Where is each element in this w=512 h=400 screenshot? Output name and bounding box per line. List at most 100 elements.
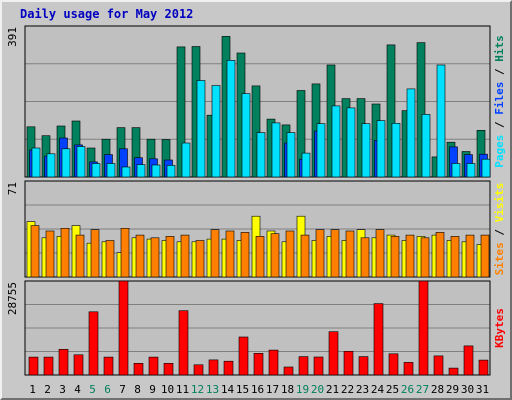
bar-sites-day-21 bbox=[330, 229, 340, 278]
bar-kbytes-day-5 bbox=[88, 311, 99, 376]
bar-kbytes-day-31 bbox=[478, 359, 489, 376]
bar-pages-day-21 bbox=[331, 105, 341, 178]
x-tick-label-day-29: 29 bbox=[446, 383, 459, 396]
bar-hits-day-11 bbox=[176, 46, 186, 178]
bar-kbytes-day-11 bbox=[178, 310, 189, 376]
bar-hits-day-27 bbox=[416, 42, 426, 178]
y-max-label-3: 28755 bbox=[6, 282, 19, 315]
bar-pages-day-5 bbox=[91, 163, 101, 178]
legend-sep: / bbox=[493, 222, 506, 242]
bar-pages-day-23 bbox=[361, 123, 371, 178]
x-tick-label-day-19: 19 bbox=[296, 383, 309, 396]
bar-kbytes-day-28 bbox=[433, 355, 444, 376]
bar-pages-day-27 bbox=[421, 114, 431, 178]
bar-pages-day-30 bbox=[466, 163, 476, 178]
x-tick-label-day-4: 4 bbox=[74, 383, 81, 396]
bar-sites-day-6 bbox=[105, 240, 115, 278]
x-tick-label-day-26: 26 bbox=[401, 383, 414, 396]
bar-sites-day-13 bbox=[210, 229, 220, 278]
x-tick-label-day-24: 24 bbox=[371, 383, 385, 396]
bar-kbytes-day-3 bbox=[58, 348, 69, 376]
bar-sites-day-24 bbox=[375, 229, 385, 278]
bar-kbytes-day-27 bbox=[418, 280, 429, 376]
legend-kbytes: KBytes bbox=[493, 308, 506, 348]
bar-kbytes-day-14 bbox=[223, 360, 234, 376]
x-tick-label-day-5: 5 bbox=[89, 383, 96, 396]
bar-sites-day-16 bbox=[255, 236, 265, 278]
bar-pages-day-1 bbox=[31, 147, 41, 178]
bar-pages-day-13 bbox=[211, 85, 221, 178]
bar-sites-day-31 bbox=[480, 234, 490, 278]
x-tick-label-day-9: 9 bbox=[149, 383, 156, 396]
bar-kbytes-day-26 bbox=[403, 362, 414, 376]
bar-pages-day-28 bbox=[436, 64, 446, 178]
x-tick-label-day-18: 18 bbox=[281, 383, 294, 396]
bar-sites-day-30 bbox=[465, 234, 475, 278]
x-tick-label-day-3: 3 bbox=[59, 383, 66, 396]
bar-kbytes-day-23 bbox=[358, 356, 369, 376]
y-max-label-2: 71 bbox=[6, 182, 19, 195]
x-tick-label-day-8: 8 bbox=[134, 383, 141, 396]
legend-sep: / bbox=[493, 62, 506, 82]
bar-sites-day-9 bbox=[150, 237, 160, 278]
bar-pages-day-31 bbox=[481, 158, 491, 178]
bar-sites-day-23 bbox=[360, 237, 370, 278]
bar-kbytes-day-24 bbox=[373, 303, 384, 376]
x-tick-label-day-28: 28 bbox=[431, 383, 444, 396]
x-tick-label-day-14: 14 bbox=[221, 383, 235, 396]
bar-pages-day-25 bbox=[391, 123, 401, 178]
bar-pages-day-4 bbox=[76, 146, 86, 178]
y-max-label-1: 391 bbox=[6, 27, 19, 47]
bar-pages-day-9 bbox=[151, 164, 161, 178]
chart-title: Daily usage for May 2012 bbox=[20, 7, 194, 21]
x-tick-label-day-7: 7 bbox=[119, 383, 126, 396]
bar-sites-day-26 bbox=[405, 234, 415, 278]
bar-kbytes-day-25 bbox=[388, 353, 399, 376]
bar-sites-day-27 bbox=[420, 237, 430, 278]
bar-pages-day-26 bbox=[406, 88, 416, 178]
x-tick-label-day-22: 22 bbox=[341, 383, 354, 396]
x-tick-label-day-25: 25 bbox=[386, 383, 399, 396]
x-tick-label-day-16: 16 bbox=[251, 383, 264, 396]
bar-sites-day-8 bbox=[135, 234, 145, 278]
bar-kbytes-day-20 bbox=[313, 356, 324, 376]
bar-sites-day-19 bbox=[300, 234, 310, 278]
x-tick-label-day-23: 23 bbox=[356, 383, 369, 396]
bar-pages-day-7 bbox=[121, 166, 131, 178]
x-tick-label-day-30: 30 bbox=[461, 383, 474, 396]
bar-pages-day-8 bbox=[136, 164, 146, 178]
bar-sites-day-4 bbox=[75, 234, 85, 278]
x-tick-label-day-31: 31 bbox=[476, 383, 489, 396]
bar-kbytes-day-8 bbox=[133, 362, 144, 376]
bar-kbytes-day-17 bbox=[268, 349, 279, 376]
bar-kbytes-day-1 bbox=[28, 356, 39, 376]
bar-kbytes-day-13 bbox=[208, 359, 219, 376]
bar-kbytes-day-12 bbox=[193, 364, 204, 376]
bar-kbytes-day-19 bbox=[298, 356, 309, 376]
bar-pages-day-2 bbox=[46, 153, 56, 178]
bar-sites-day-18 bbox=[285, 230, 295, 278]
x-tick-label-day-27: 27 bbox=[416, 383, 429, 396]
bar-kbytes-day-7 bbox=[118, 280, 129, 376]
legend-pages: Pages bbox=[493, 135, 506, 168]
bar-sites-day-17 bbox=[270, 233, 280, 278]
legend-hits: Hits bbox=[493, 35, 506, 62]
bar-sites-day-15 bbox=[240, 232, 250, 278]
legend-sites: Sites bbox=[493, 242, 506, 275]
bar-sites-day-20 bbox=[315, 229, 325, 278]
legend-sep: / bbox=[493, 115, 506, 135]
x-tick-label-day-20: 20 bbox=[311, 383, 324, 396]
x-tick-label-day-15: 15 bbox=[236, 383, 249, 396]
bar-pages-day-18 bbox=[286, 132, 296, 178]
bar-sites-day-11 bbox=[180, 234, 190, 278]
x-tick-label-day-11: 11 bbox=[176, 383, 189, 396]
bar-sites-day-14 bbox=[225, 230, 235, 278]
bar-kbytes-day-22 bbox=[343, 350, 354, 376]
bar-sites-day-12 bbox=[195, 240, 205, 278]
bar-kbytes-day-4 bbox=[73, 354, 84, 376]
legend-panel-2: Sites / Visits bbox=[493, 183, 506, 276]
bar-pages-day-20 bbox=[316, 123, 326, 178]
bar-sites-day-7 bbox=[120, 228, 130, 278]
x-tick-label-day-10: 10 bbox=[161, 383, 174, 396]
bar-pages-day-22 bbox=[346, 107, 356, 178]
